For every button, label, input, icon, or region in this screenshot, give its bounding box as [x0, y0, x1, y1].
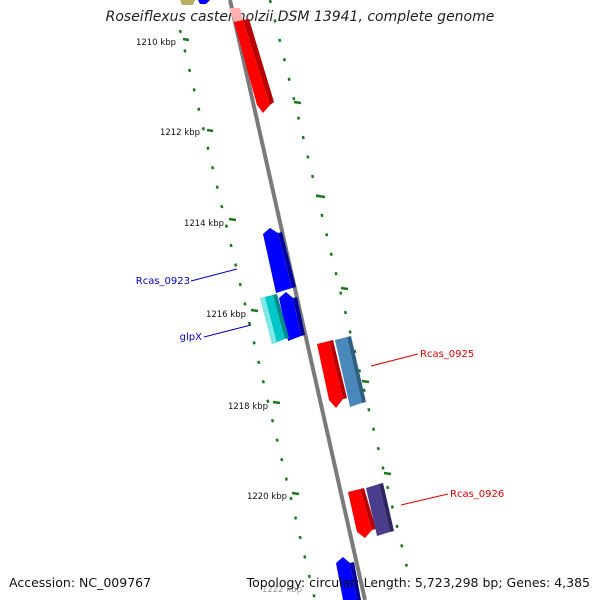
tick-label: 1216 kbp	[206, 310, 246, 320]
gene-arrow-steelblue-0925[interactable]	[335, 336, 366, 407]
tick-label: 1214 kbp	[184, 219, 224, 229]
tick-label: 1218 kbp	[228, 402, 268, 412]
left-major-ticks	[182, 37, 300, 496]
tick-labels: 1210 kbp 1212 kbp 1214 kbp 1216 kbp 1218…	[136, 38, 302, 595]
genome-summary-text: Topology: circular; Length: 5,723,298 bp…	[246, 575, 590, 590]
map-title: Roseiflexus castenholzii DSM 13941, comp…	[105, 9, 495, 25]
gene-label-rcas-0925[interactable]: Rcas_0925	[420, 349, 474, 360]
tick-mark	[293, 100, 302, 105]
leader-line-glpx	[203, 324, 252, 338]
gene-arrow-red-0926[interactable]	[348, 488, 376, 538]
gene-arrow-olive[interactable]	[180, 0, 195, 5]
tick-label: 1220 kbp	[247, 492, 287, 502]
tick-mark	[228, 217, 237, 222]
tick-label: 1210 kbp	[136, 38, 176, 48]
gene-arrow-blue-top[interactable]	[198, 0, 210, 4]
tick-mark	[383, 471, 392, 476]
right-major-ticks	[293, 100, 392, 476]
tick-label: 1222 kbp	[262, 585, 302, 595]
gene-arrow-red-top[interactable]	[229, 8, 274, 113]
gene-arrow-blue-bottom[interactable]	[336, 557, 361, 600]
tick-mark	[250, 308, 259, 313]
gene-label-glpx[interactable]: glpX	[180, 332, 202, 343]
tick-mark	[182, 37, 190, 42]
leader-line-rcas-0925	[370, 353, 419, 367]
tick-mark	[340, 286, 349, 291]
tick-mark	[361, 379, 370, 384]
gene-arrow-red-0925[interactable]	[317, 340, 347, 408]
leader-line-rcas-0926	[400, 493, 449, 506]
tick-mark	[317, 194, 326, 199]
gene-arrow-blue-1[interactable]	[263, 228, 296, 293]
tick-mark	[206, 128, 214, 133]
leader-line-rcas-0923	[190, 268, 238, 282]
gene-arrow-blue-2[interactable]	[279, 292, 305, 341]
tick-mark	[291, 491, 300, 496]
gene-label-rcas-0926[interactable]: Rcas_0926	[450, 489, 504, 500]
gene-label-rcas-0923[interactable]: Rcas_0923	[136, 276, 190, 287]
tick-label: 1212 kbp	[160, 128, 200, 138]
accession-text: Accession: NC_009767	[9, 575, 152, 590]
tick-mark	[272, 400, 281, 405]
gene-arrow-slateblue-0926[interactable]	[366, 483, 394, 536]
gene-arrow-cyan-glpx[interactable]	[260, 294, 289, 344]
